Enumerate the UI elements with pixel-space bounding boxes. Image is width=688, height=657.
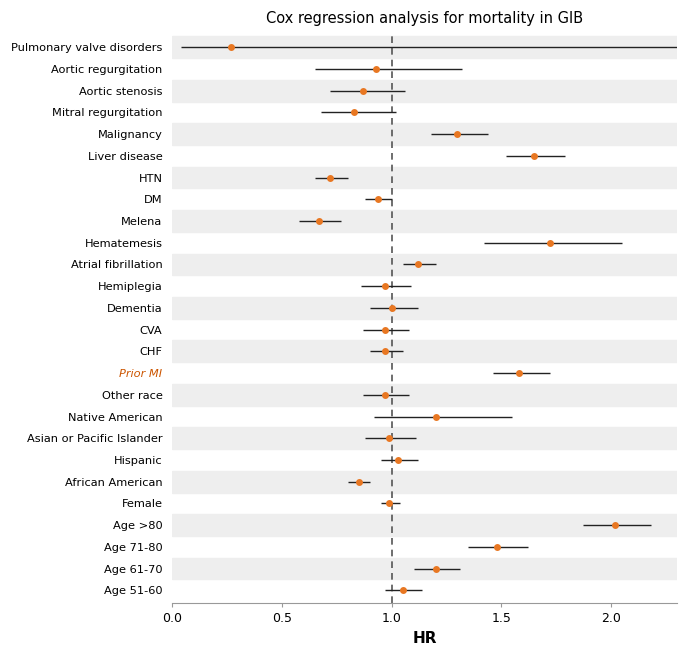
Bar [172, 297, 677, 319]
Bar [172, 558, 677, 579]
Bar [172, 471, 677, 493]
Bar [172, 210, 677, 232]
Bar [172, 254, 677, 275]
Bar [172, 167, 677, 189]
Bar [172, 427, 677, 449]
X-axis label: HR: HR [412, 631, 437, 646]
Title: Cox regression analysis for mortality in GIB: Cox regression analysis for mortality in… [266, 11, 583, 26]
Bar [172, 36, 677, 58]
Bar [172, 384, 677, 405]
Bar [172, 340, 677, 362]
Bar [172, 124, 677, 145]
Bar [172, 80, 677, 102]
Bar [172, 514, 677, 536]
